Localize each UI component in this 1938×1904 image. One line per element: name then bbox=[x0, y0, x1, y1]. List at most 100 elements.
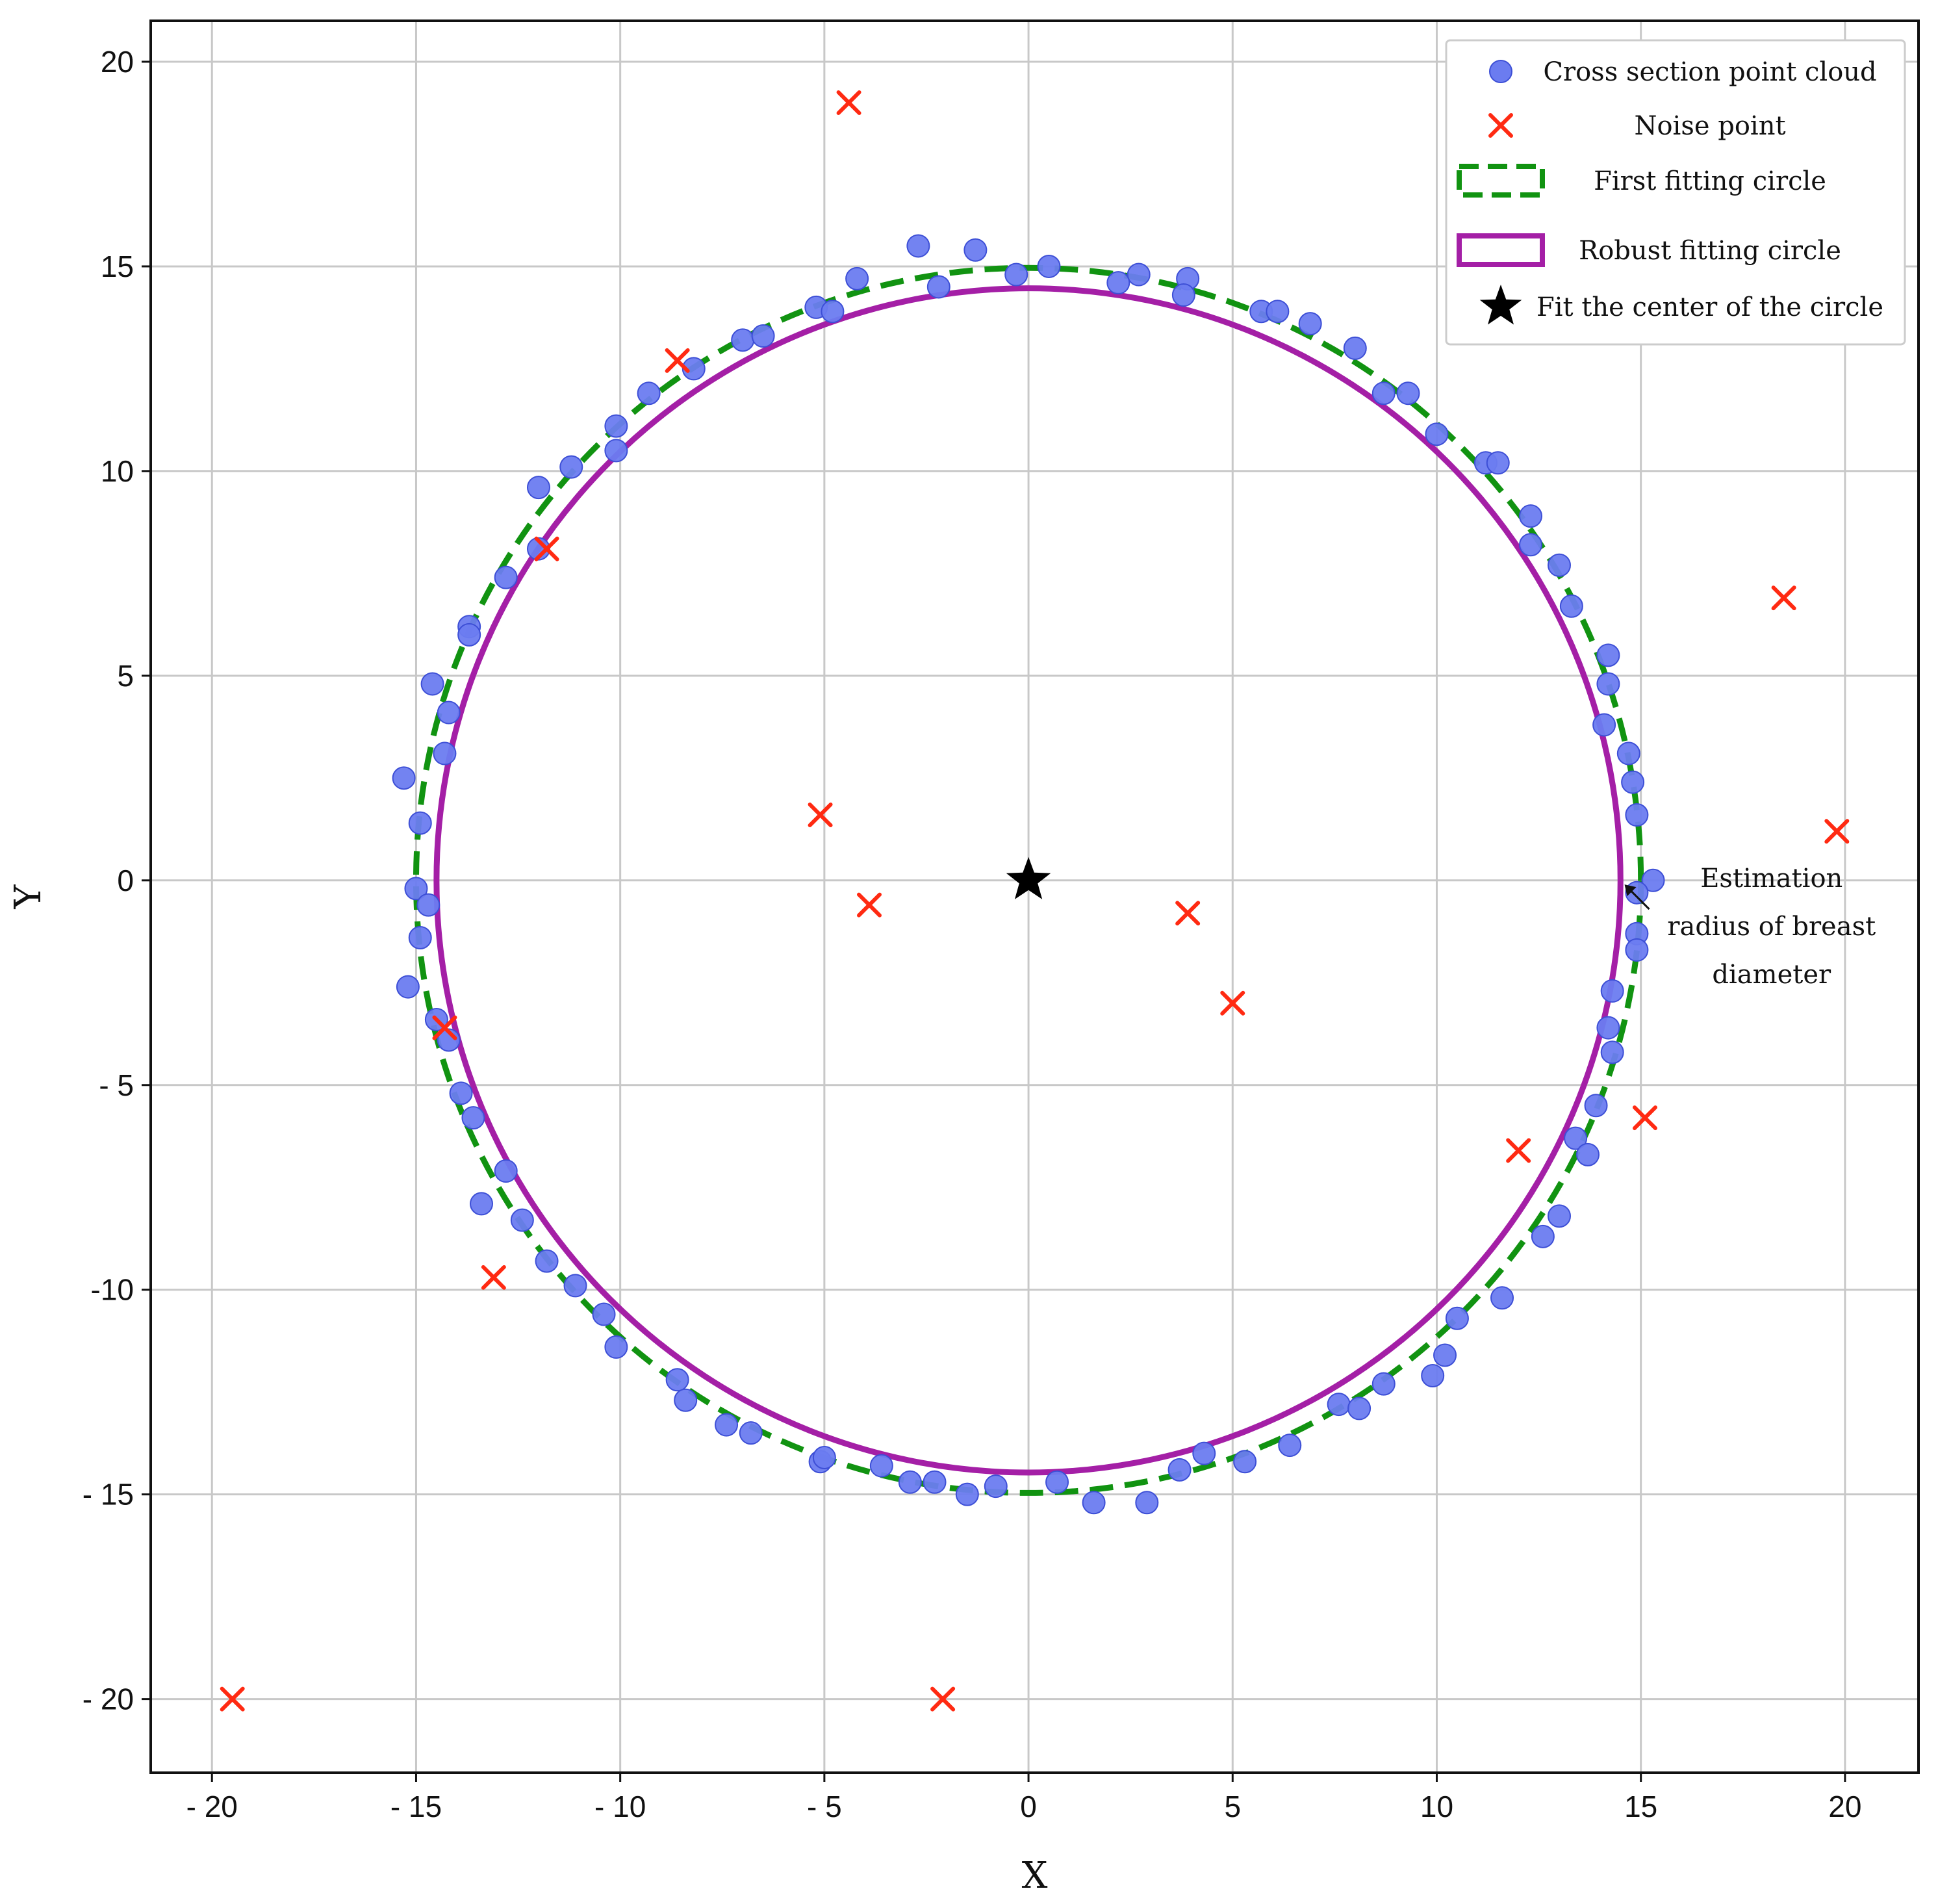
cloud-point bbox=[1396, 381, 1420, 405]
annotation-text: diameter bbox=[1712, 960, 1831, 990]
cloud-point bbox=[715, 1413, 739, 1437]
noise-point bbox=[1824, 819, 1850, 844]
cloud-point bbox=[637, 381, 661, 405]
legend-label: Robust fitting circle bbox=[1579, 236, 1841, 266]
noise-point bbox=[930, 1686, 956, 1712]
noise-point bbox=[857, 892, 882, 918]
legend-marker-robust-circle bbox=[1457, 233, 1545, 267]
noise-point bbox=[1632, 1105, 1657, 1131]
cloud-point bbox=[984, 1474, 1008, 1499]
cloud-point bbox=[1519, 533, 1543, 557]
cloud-point bbox=[1519, 504, 1543, 528]
y-tick-label: -10 bbox=[91, 1273, 134, 1307]
cloud-point bbox=[416, 893, 440, 917]
cloud-point bbox=[1531, 1224, 1555, 1248]
legend-label: Noise point bbox=[1634, 111, 1785, 141]
point-cloud bbox=[392, 234, 1665, 1515]
x-tick-label: - 10 bbox=[594, 1790, 646, 1823]
y-tick-label: - 5 bbox=[99, 1068, 134, 1102]
cloud-point bbox=[392, 766, 416, 790]
cloud-point bbox=[396, 975, 420, 999]
cloud-point bbox=[563, 1274, 587, 1298]
cloud-point bbox=[510, 1208, 534, 1232]
cloud-point bbox=[1548, 1204, 1572, 1228]
noise-point bbox=[432, 1015, 457, 1040]
cloud-point bbox=[592, 1302, 616, 1326]
center-star bbox=[1006, 856, 1051, 899]
cloud-point bbox=[821, 300, 845, 324]
cloud-point bbox=[604, 1335, 628, 1359]
y-tick-label: 20 bbox=[101, 45, 134, 79]
cloud-point bbox=[535, 1249, 559, 1273]
cloud-point bbox=[1343, 336, 1367, 360]
noise-point bbox=[481, 1265, 506, 1290]
legend-label: First fitting circle bbox=[1594, 166, 1826, 196]
cloud-point bbox=[604, 414, 628, 438]
cloud-point bbox=[955, 1482, 979, 1506]
cloud-point bbox=[1327, 1393, 1351, 1417]
cloud-point bbox=[437, 1028, 461, 1052]
cloud-point bbox=[1596, 672, 1620, 696]
cloud-point bbox=[1371, 381, 1396, 405]
cloud-point bbox=[1584, 1094, 1608, 1118]
legend-label: Fit the center of the circle bbox=[1536, 292, 1883, 322]
cloud-point bbox=[845, 266, 869, 290]
cloud-point bbox=[898, 1470, 922, 1494]
cloud-point bbox=[1575, 1142, 1600, 1166]
cloud-point bbox=[404, 877, 428, 901]
cloud-point bbox=[1625, 938, 1649, 962]
cloud-point bbox=[559, 455, 583, 479]
cloud-point bbox=[682, 357, 706, 381]
plot-frame bbox=[149, 19, 1920, 1774]
x-tick-label: 5 bbox=[1224, 1790, 1241, 1823]
x-tick-label: 15 bbox=[1624, 1790, 1657, 1823]
cloud-point bbox=[1233, 1450, 1257, 1474]
cloud-point bbox=[461, 1106, 485, 1130]
cloud-point bbox=[420, 672, 444, 696]
y-tick-label: 10 bbox=[101, 454, 134, 488]
y-tick-label: 0 bbox=[117, 864, 134, 897]
cloud-point bbox=[408, 811, 432, 835]
cloud-point bbox=[1037, 254, 1061, 278]
cloud-point bbox=[674, 1388, 698, 1412]
cloud-point bbox=[449, 1081, 473, 1105]
cloud-point bbox=[437, 701, 461, 725]
cloud-point bbox=[1433, 1343, 1457, 1367]
noise-point bbox=[1175, 901, 1201, 926]
y-tick-label: 15 bbox=[101, 250, 134, 283]
cloud-point bbox=[1298, 312, 1322, 336]
cloud-point bbox=[526, 476, 550, 500]
cloud-point bbox=[1596, 1016, 1620, 1040]
legend-marker-noise bbox=[1488, 113, 1513, 138]
cloud-point bbox=[457, 623, 481, 647]
cloud-point bbox=[1490, 1286, 1514, 1310]
cloud-point bbox=[1592, 713, 1616, 737]
axis-labels: X Y bbox=[7, 884, 1048, 1897]
annotation: Estimation radius of breast diameter bbox=[1624, 864, 1876, 990]
cloud-point bbox=[1371, 1372, 1396, 1396]
cloud-point bbox=[1135, 1491, 1159, 1515]
cloud-point bbox=[812, 1445, 836, 1469]
cloud-point bbox=[906, 234, 930, 258]
legend-marker-star bbox=[1479, 285, 1522, 325]
cloud-point bbox=[963, 238, 988, 262]
cloud-point bbox=[1106, 271, 1130, 295]
noise-point bbox=[836, 90, 861, 115]
cloud-point bbox=[1347, 1396, 1371, 1421]
cloud-point bbox=[1421, 1363, 1445, 1387]
cloud-point bbox=[923, 1470, 947, 1494]
cloud-point bbox=[739, 1421, 763, 1445]
cloud-point bbox=[1278, 1434, 1302, 1458]
x-axis-label: X bbox=[1022, 1855, 1048, 1897]
legend-box bbox=[1445, 39, 1906, 346]
noise-point bbox=[1506, 1138, 1531, 1163]
circle-center bbox=[1006, 856, 1051, 899]
x-tick-label: - 5 bbox=[807, 1790, 842, 1823]
annotation-arrowhead bbox=[1624, 884, 1637, 897]
cloud-point bbox=[869, 1454, 893, 1478]
x-tick-label: 0 bbox=[1020, 1790, 1037, 1823]
cloud-point bbox=[751, 324, 775, 348]
fitting-circles bbox=[413, 264, 1644, 1496]
cloud-point bbox=[1266, 300, 1290, 324]
